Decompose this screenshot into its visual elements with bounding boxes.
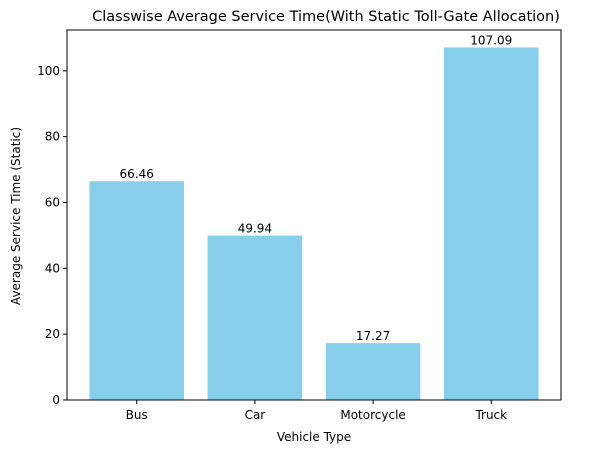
chart-title: Classwise Average Service Time(With Stat… <box>92 9 560 25</box>
y-tick-label-40: 40 <box>45 261 60 275</box>
y-tick-label-20: 20 <box>45 327 60 341</box>
x-tick-label-car: Car <box>245 408 266 422</box>
bar-value-label-truck: 107.09 <box>470 33 512 47</box>
x-tick-label-bus: Bus <box>126 408 148 422</box>
x-axis-label: Vehicle Type <box>277 430 351 444</box>
bar-motorcycle <box>325 343 421 400</box>
bar-car <box>207 235 303 400</box>
x-tick-label-truck: Truck <box>474 408 507 422</box>
y-tick-label-80: 80 <box>45 130 60 144</box>
bars-group <box>89 47 539 400</box>
x-tick-label-motorcycle: Motorcycle <box>340 408 405 422</box>
bar-value-labels: 66.46 49.94 17.27 107.09 <box>120 33 513 343</box>
plot-frame <box>66 29 562 401</box>
y-tick-label-100: 100 <box>37 64 60 78</box>
y-axis-label: Average Service Time (Static) <box>9 127 23 305</box>
bar-value-label-motorcycle: 17.27 <box>356 329 390 343</box>
bar-value-label-car: 49.94 <box>238 222 272 236</box>
bar-truck <box>444 47 539 400</box>
y-tick-label-0: 0 <box>52 393 60 407</box>
y-tick-label-60: 60 <box>45 195 60 209</box>
bar-bus <box>89 181 184 400</box>
x-axis-ticks: Bus Car Motorcycle Truck <box>126 400 507 422</box>
y-axis-ticks: 0 20 40 60 80 100 <box>37 64 67 407</box>
bar-value-label-bus: 66.46 <box>120 167 154 181</box>
